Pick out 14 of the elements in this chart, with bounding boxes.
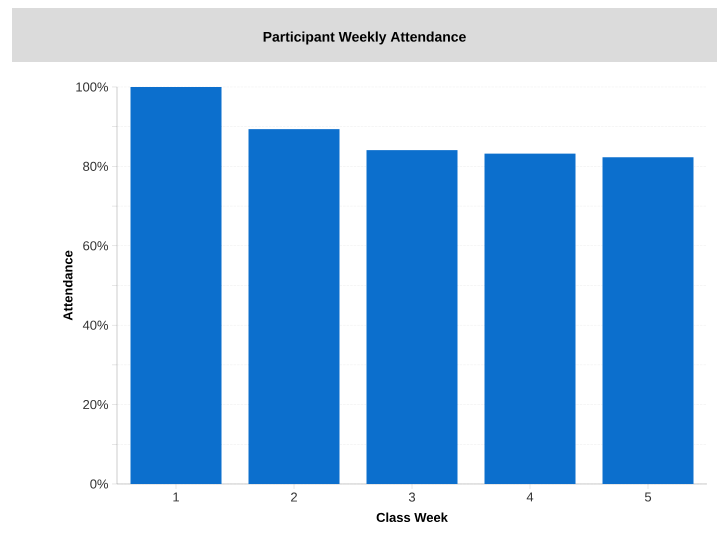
y-tick-label: 20% (83, 400, 108, 410)
y-axis-title: Attendance (63, 250, 73, 320)
y-tick-label: 100% (76, 82, 108, 92)
y-tick-label: 0% (90, 479, 108, 489)
y-tick-label: 60% (83, 241, 108, 250)
x-tick-label: 2 (291, 492, 297, 502)
y-tick-label: 80% (83, 162, 108, 171)
x-tick-label: 1 (173, 492, 179, 502)
x-tick-label: 5 (644, 492, 652, 502)
x-tick-label: 3 (408, 492, 416, 502)
x-tick-label: 4 (526, 492, 534, 502)
y-tick-label: 40% (82, 320, 108, 330)
chart-title: Participant Weekly Attendance (264, 31, 466, 44)
x-axis-title: Class Week (376, 512, 448, 522)
